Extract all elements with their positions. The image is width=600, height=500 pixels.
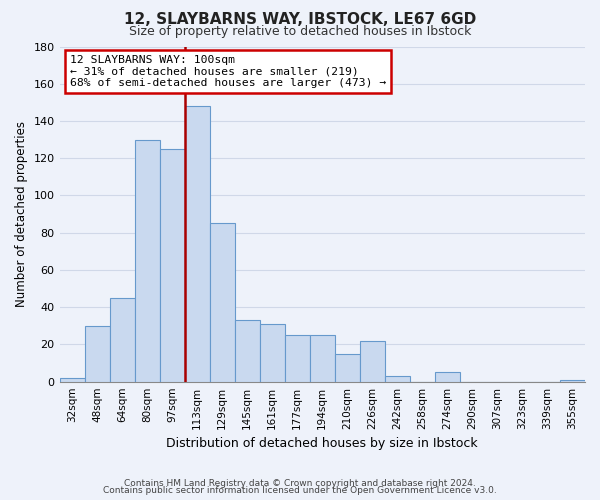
Bar: [235, 320, 260, 382]
Text: Contains public sector information licensed under the Open Government Licence v3: Contains public sector information licen…: [103, 486, 497, 495]
Bar: [335, 354, 360, 382]
Text: Contains HM Land Registry data © Crown copyright and database right 2024.: Contains HM Land Registry data © Crown c…: [124, 478, 476, 488]
Bar: [435, 372, 460, 382]
Bar: [360, 340, 385, 382]
Bar: [85, 326, 110, 382]
Bar: [160, 149, 185, 382]
Text: Size of property relative to detached houses in Ibstock: Size of property relative to detached ho…: [129, 25, 471, 38]
Bar: [310, 335, 335, 382]
Bar: [285, 335, 310, 382]
Bar: [385, 376, 410, 382]
Text: 12, SLAYBARNS WAY, IBSTOCK, LE67 6GD: 12, SLAYBARNS WAY, IBSTOCK, LE67 6GD: [124, 12, 476, 28]
Text: 12 SLAYBARNS WAY: 100sqm
← 31% of detached houses are smaller (219)
68% of semi-: 12 SLAYBARNS WAY: 100sqm ← 31% of detach…: [70, 55, 386, 88]
X-axis label: Distribution of detached houses by size in Ibstock: Distribution of detached houses by size …: [166, 437, 478, 450]
Y-axis label: Number of detached properties: Number of detached properties: [15, 121, 28, 307]
Bar: [560, 380, 585, 382]
Bar: [209, 224, 235, 382]
Bar: [185, 106, 209, 382]
Bar: [110, 298, 134, 382]
Bar: [59, 378, 85, 382]
Bar: [134, 140, 160, 382]
Bar: [260, 324, 285, 382]
